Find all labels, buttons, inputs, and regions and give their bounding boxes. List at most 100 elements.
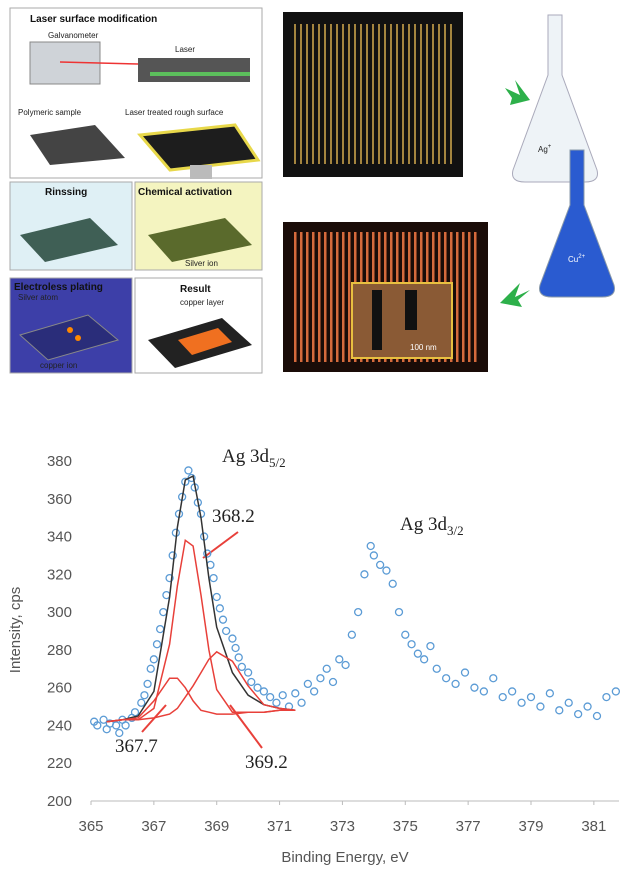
label: Galvanometer <box>48 31 99 40</box>
data-point <box>460 668 470 677</box>
zoom-surface <box>137 123 261 172</box>
data-point <box>479 687 489 696</box>
y-axis-label: Intensity, cps <box>7 587 24 673</box>
data-point <box>369 551 379 560</box>
data-point <box>507 687 517 696</box>
data-point <box>517 698 526 707</box>
cu-flask <box>539 149 615 298</box>
data-point <box>149 655 159 664</box>
data-point <box>322 664 331 673</box>
label: copper layer <box>180 298 224 307</box>
annotation: 369.2 <box>245 752 288 773</box>
arrow <box>190 165 212 179</box>
label: Silver ion <box>185 259 218 268</box>
data-point <box>215 604 225 613</box>
data-point <box>221 626 231 636</box>
data-point <box>316 674 325 683</box>
y-tick-label: 260 <box>47 680 72 697</box>
data-point <box>259 687 269 696</box>
inset <box>351 282 453 359</box>
data-point <box>328 677 338 687</box>
data-point <box>564 698 573 707</box>
y-tick-label: 280 <box>47 642 72 659</box>
data-point <box>413 649 423 658</box>
data-point <box>498 692 507 702</box>
process-diagram: Laser surface modification Galvanometer … <box>9 7 615 374</box>
data-point <box>451 679 460 689</box>
data-point <box>137 698 146 707</box>
data-point <box>489 674 498 683</box>
data-point <box>555 706 564 715</box>
data-point <box>209 573 218 583</box>
data-point <box>291 689 300 698</box>
data-point <box>297 698 306 707</box>
beam <box>59 61 139 65</box>
annotation: 368.2 <box>212 506 255 527</box>
panel-title: Result <box>180 284 211 295</box>
data-point <box>470 683 479 692</box>
flask-label: Cu2+ <box>568 254 586 264</box>
sample <box>20 218 118 262</box>
data-point <box>165 573 174 583</box>
arrow <box>500 283 530 307</box>
label: Silver atom <box>18 293 58 302</box>
panel-title: Laser surface modification <box>30 14 157 25</box>
data-point <box>278 691 287 700</box>
y-tick-label: 360 <box>47 491 72 508</box>
panel-title: Electroless plating <box>14 282 103 293</box>
electrode-pattern <box>292 24 454 164</box>
data-point <box>382 566 391 575</box>
data-point <box>181 477 190 486</box>
x-tick-label: 367 <box>141 818 166 835</box>
data-point <box>583 702 592 711</box>
fit-curve <box>106 650 296 723</box>
data-point <box>611 687 621 696</box>
data-point <box>401 630 410 639</box>
y-tick-label: 220 <box>47 755 72 772</box>
data-point <box>545 689 555 698</box>
data-point <box>99 715 108 724</box>
data-point <box>573 709 583 719</box>
data-point <box>419 655 429 664</box>
annotation: Ag 3d5/2 <box>222 446 286 470</box>
y-tick-label: 240 <box>47 717 72 734</box>
annotation-text: Ag 3d <box>222 446 269 467</box>
data-point <box>130 708 140 717</box>
data-point <box>168 551 177 560</box>
data-point <box>243 668 253 677</box>
annotation-text: Ag 3d <box>400 514 447 535</box>
x-tick-label: 373 <box>330 818 355 835</box>
fit-curve <box>106 474 296 723</box>
data-point <box>303 679 313 689</box>
data-point <box>121 721 130 730</box>
particle <box>67 327 73 333</box>
data-point <box>247 677 256 687</box>
data-point <box>347 630 357 639</box>
data-point <box>203 549 212 558</box>
data-point <box>143 679 152 689</box>
data-point <box>218 615 228 624</box>
data-point <box>341 660 350 670</box>
label: Laser <box>175 45 195 54</box>
label: copper ion <box>40 361 77 370</box>
y-tick-label: 340 <box>47 529 72 546</box>
x-tick-label: 379 <box>518 818 543 835</box>
data-point <box>111 721 121 730</box>
data-point <box>184 466 193 475</box>
data-point <box>253 683 262 692</box>
flask-label: Ag+ <box>538 144 552 154</box>
data-point <box>592 711 602 721</box>
inset-gap <box>372 290 382 350</box>
data-point <box>272 698 281 707</box>
data-point <box>388 579 397 588</box>
data-point <box>93 721 102 730</box>
annotation-pointer <box>202 531 239 559</box>
data-point <box>231 643 240 653</box>
data-point <box>432 664 441 673</box>
data-point <box>407 640 416 649</box>
y-tick-label: 300 <box>47 604 72 621</box>
label: Ag <box>538 145 548 154</box>
laser-stripe <box>150 72 250 76</box>
data-point <box>526 692 536 702</box>
sample <box>30 125 125 165</box>
